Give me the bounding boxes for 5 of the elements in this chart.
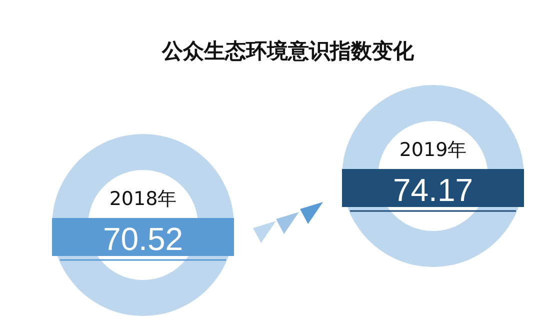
text: 公众生态环境意识指数变化 — [161, 39, 415, 63]
data-label: 70.52 — [102, 221, 184, 257]
category-label: 2018年 — [109, 188, 177, 210]
data-label: 74.17 — [392, 172, 474, 208]
category-label: 2019年 — [399, 139, 467, 161]
